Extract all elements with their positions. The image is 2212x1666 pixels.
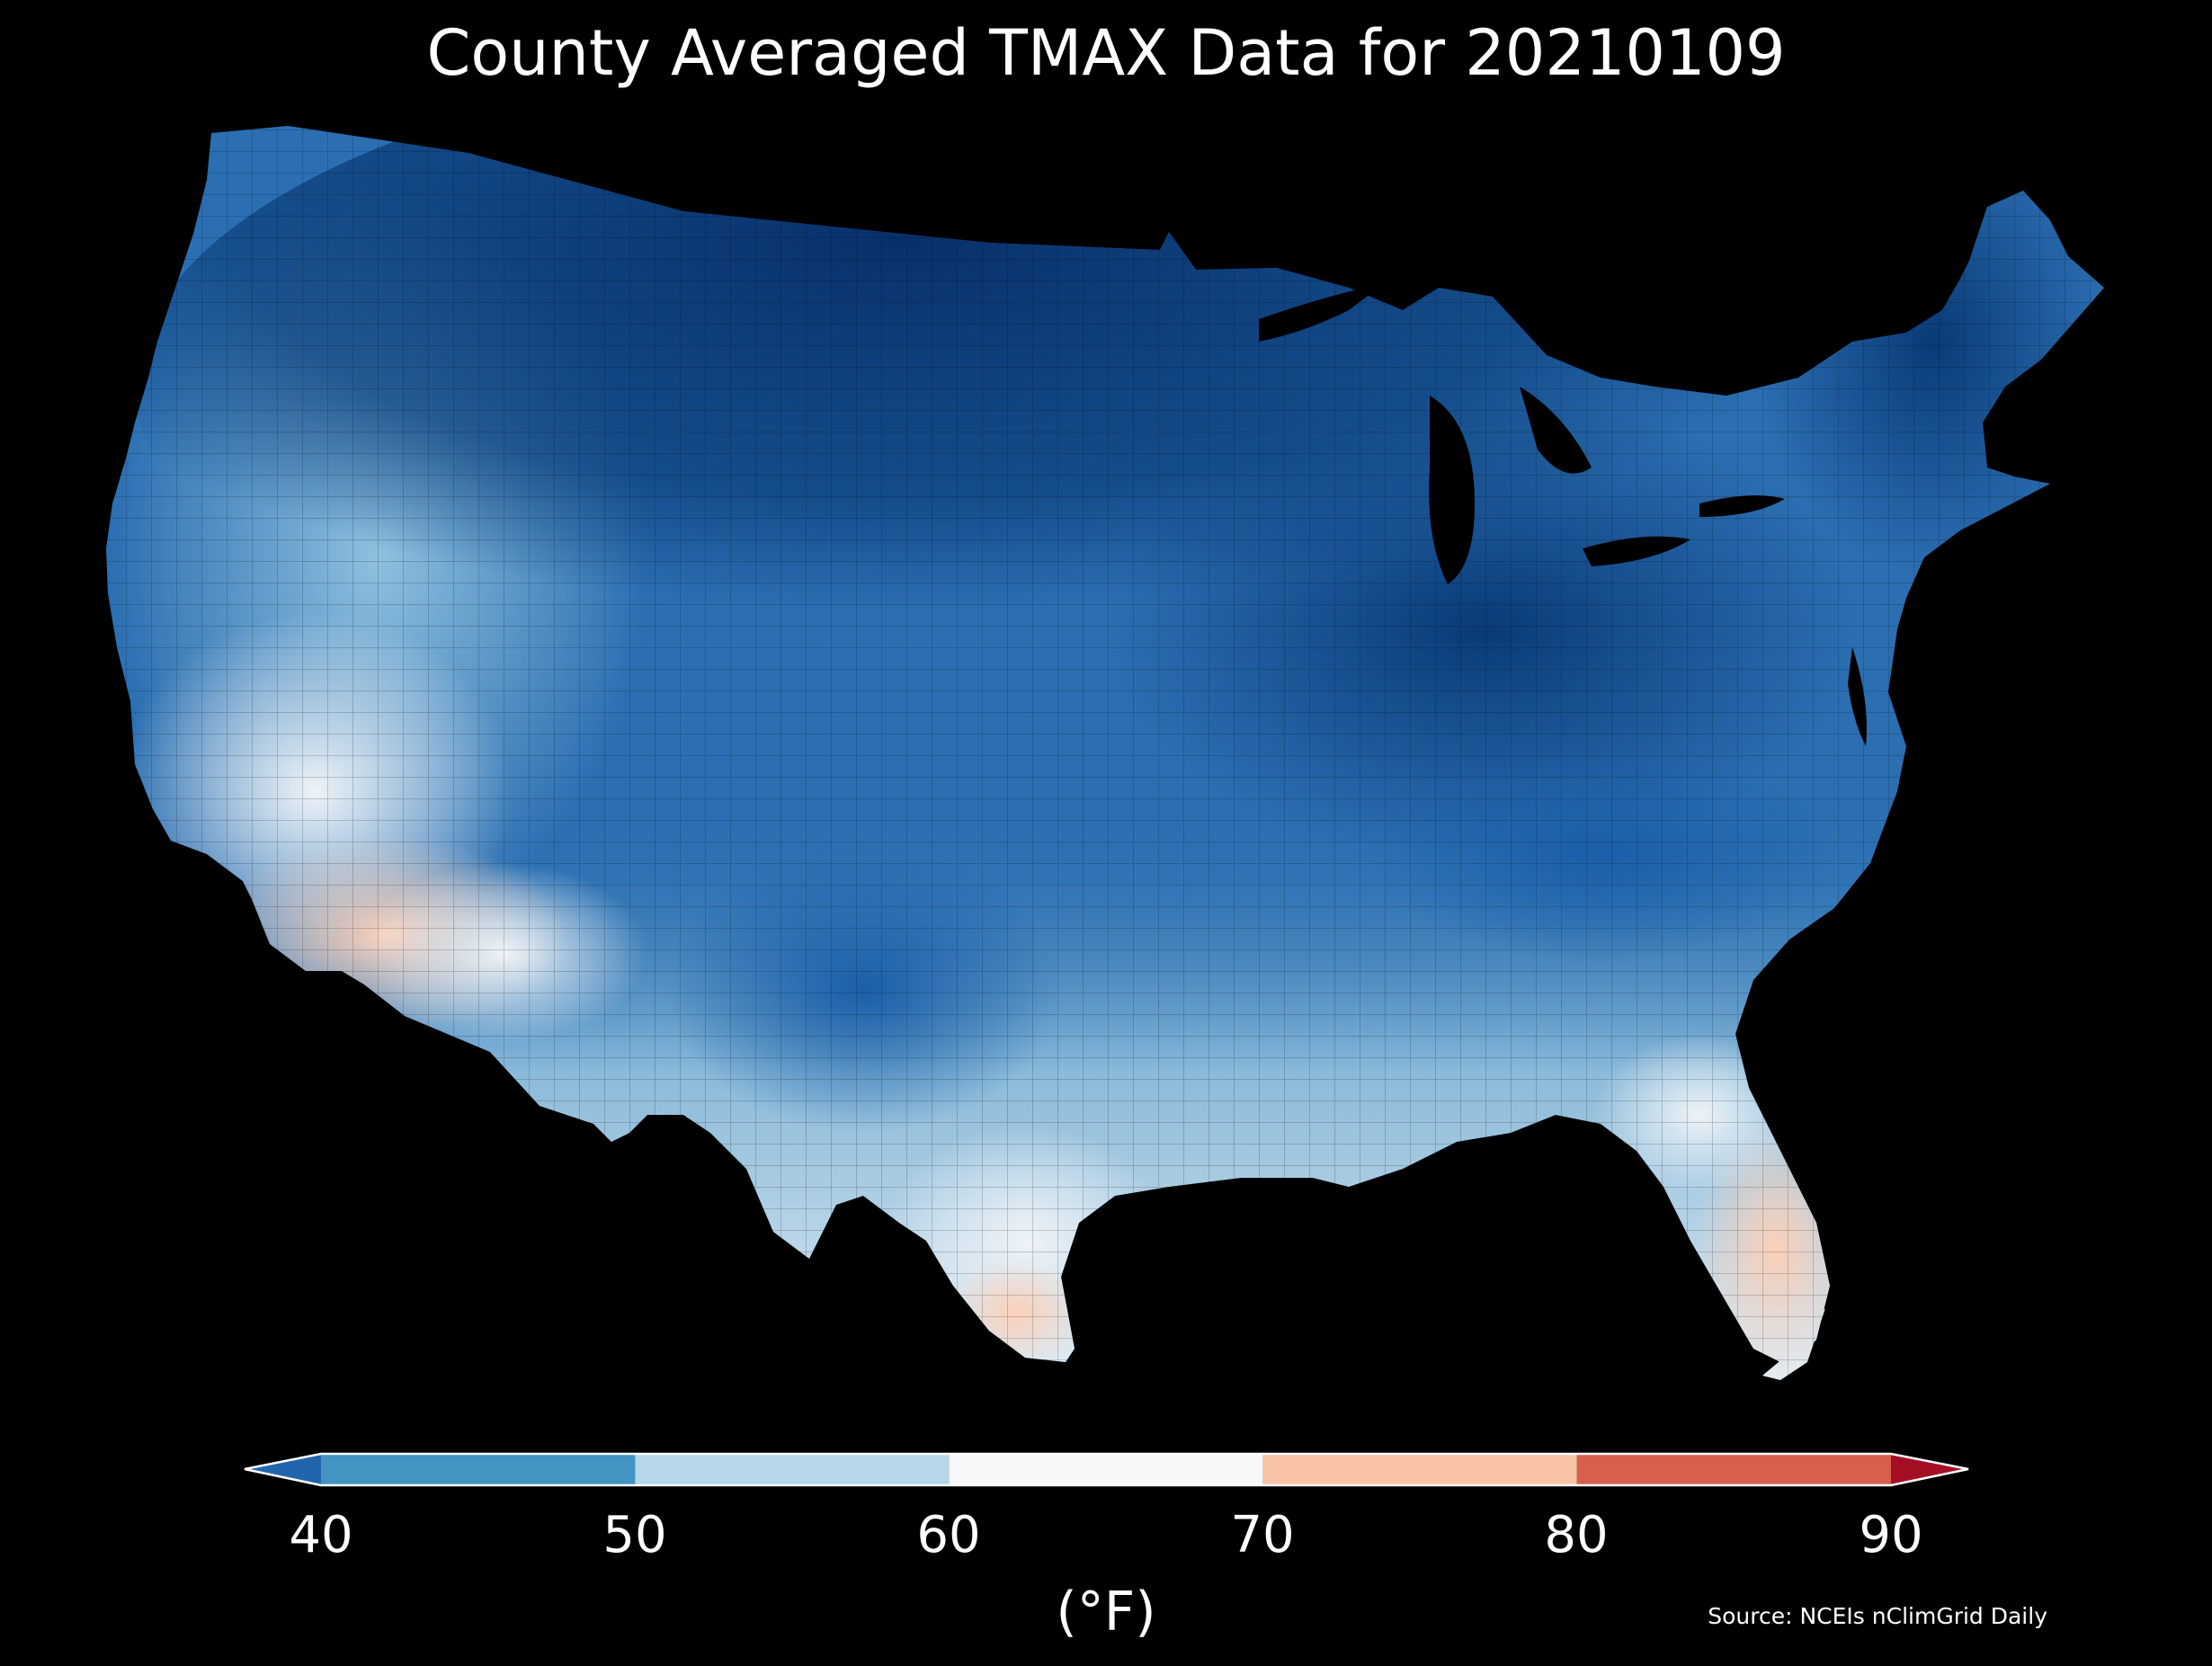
- chart-title: County Averaged TMAX Data for 20210109: [426, 16, 1786, 90]
- colorbar-over-arrow: [1891, 1454, 1968, 1485]
- colorbar-bin-40-50: [321, 1454, 636, 1485]
- lake-erie: [1583, 536, 1690, 566]
- lake-michigan: [1429, 396, 1475, 584]
- colorbar-tick-70: 70: [1230, 1506, 1295, 1564]
- colorbar-bin-70-80: [1262, 1454, 1577, 1485]
- us-counties-layer: [106, 126, 2104, 1380]
- lake-huron: [1520, 387, 1592, 474]
- lake-ontario: [1699, 495, 1785, 517]
- lake-superior: [1259, 283, 1385, 342]
- colorbar-outline: [244, 1452, 1969, 1487]
- colorbar-tick-40: 40: [289, 1506, 353, 1564]
- colorbar-tick-60: 60: [916, 1506, 981, 1564]
- colorbar-tick-80: 80: [1544, 1506, 1609, 1564]
- colorbar-bin-80-90: [1576, 1454, 1891, 1485]
- colorbar: [244, 1452, 1969, 1487]
- colorbar-under-arrow: [245, 1454, 321, 1485]
- colorbar-bin-50-60: [635, 1454, 950, 1485]
- source-credit: Source: NCEIs nClimGrid Daily: [1708, 1603, 2047, 1629]
- colorbar-bin-60-70: [949, 1454, 1263, 1485]
- colorbar-tick-50: 50: [602, 1506, 667, 1564]
- chesapeake-bay: [1848, 647, 1867, 746]
- colorbar-tick-90: 90: [1859, 1506, 1923, 1564]
- colorbar-label: (°F): [1056, 1581, 1156, 1644]
